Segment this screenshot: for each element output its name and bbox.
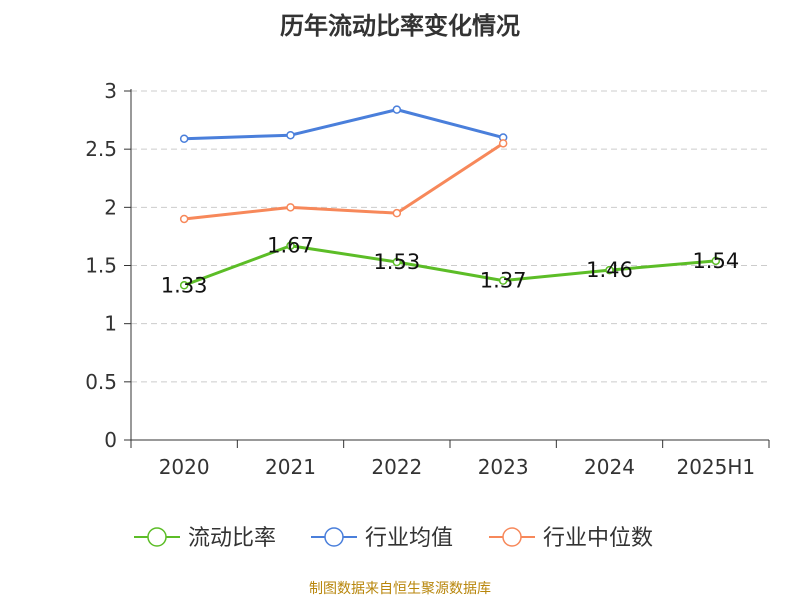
legend[interactable]: 流动比率 行业均值 行业中位数	[134, 526, 653, 551]
y-tick-label: 1.5	[85, 254, 117, 278]
data-point[interactable]	[605, 265, 614, 275]
x-tick-label: 2023	[478, 455, 529, 479]
series-line	[184, 142, 504, 221]
data-label: 1.33	[161, 273, 208, 297]
legend-marker	[147, 527, 167, 547]
axes: 0 0.5 1 1.5 2 2.5 3 2020 2021 2022 2023 2024 2025H1	[85, 79, 770, 479]
legend-label: 流动比率	[188, 526, 276, 551]
data-point[interactable]	[286, 241, 295, 250]
legend-label: 行业中位数	[543, 526, 653, 551]
x-tick-label: 2020	[159, 455, 210, 479]
source-footer: 制图数据来自恒生聚源数据库	[309, 581, 491, 597]
legend-item[interactable]: 流动比率	[134, 526, 276, 551]
legend-item[interactable]: 行业中位数	[489, 526, 653, 551]
y-tick-label: 2	[104, 195, 117, 219]
grid-lines	[131, 90, 769, 383]
data-point[interactable]	[498, 276, 508, 285]
data-point[interactable]	[286, 130, 295, 140]
y-tick-label: 0.5	[85, 370, 117, 394]
x-tick-label: 2025H1	[676, 455, 755, 479]
data-point[interactable]	[179, 214, 189, 224]
data-point[interactable]	[392, 105, 402, 114]
legend-marker	[502, 527, 522, 547]
series-line	[184, 108, 504, 141]
x-tick-label: 2021	[265, 455, 316, 479]
data-label: 1.67	[267, 234, 314, 258]
data-label: 1.37	[480, 269, 527, 293]
data-label: 1.53	[373, 250, 420, 274]
series-line	[183, 244, 716, 287]
data-point[interactable]	[179, 281, 189, 290]
data-labels: 1.33 1.67 1.53 1.37 1.46 1.54	[161, 234, 739, 298]
data-point[interactable]	[392, 208, 402, 218]
legend-item[interactable]: 行业均值	[311, 526, 453, 551]
legend-marker	[324, 527, 344, 547]
y-tick-label: 2.5	[85, 137, 117, 161]
data-label: 1.46	[586, 258, 633, 282]
x-tick-label: 2024	[584, 455, 635, 479]
y-tick-label: 3	[104, 79, 117, 103]
x-tick-label: 2022	[371, 455, 422, 479]
series-layer	[179, 105, 721, 290]
data-point[interactable]	[392, 257, 402, 267]
data-label: 1.54	[692, 249, 739, 273]
data-point[interactable]	[179, 134, 189, 143]
y-tick-label: 0	[104, 428, 117, 452]
chart-title: 历年流动比率变化情况	[280, 12, 520, 40]
data-point[interactable]	[711, 256, 721, 266]
data-point[interactable]	[498, 139, 508, 148]
legend-label: 行业均值	[365, 526, 453, 551]
data-point[interactable]	[286, 203, 295, 212]
y-tick-label: 1	[104, 312, 117, 336]
